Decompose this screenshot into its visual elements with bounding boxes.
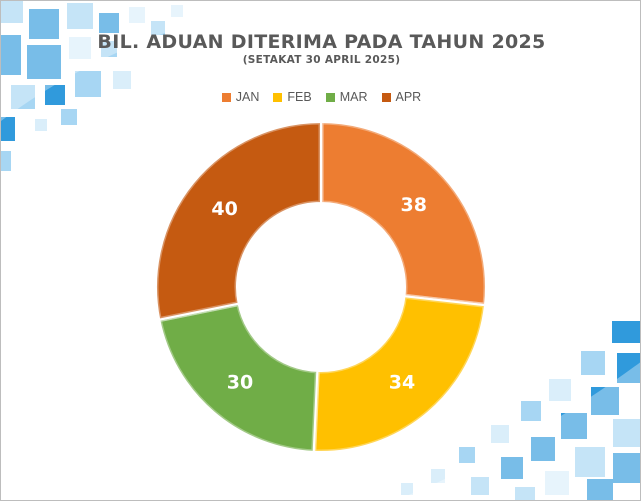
decor-square bbox=[67, 3, 93, 29]
slice-bevel bbox=[156, 300, 320, 455]
data-label-feb: 34 bbox=[389, 372, 415, 394]
decor-square bbox=[99, 13, 119, 33]
decor-square bbox=[531, 437, 555, 461]
decor-square bbox=[471, 477, 489, 495]
decor-square bbox=[613, 419, 640, 447]
slice-bevel bbox=[311, 293, 488, 455]
decor-square bbox=[521, 401, 541, 421]
legend-item-mar: MAR bbox=[325, 90, 368, 104]
chart-subtitle: (SETAKAT 30 APRIL 2025) bbox=[242, 54, 401, 66]
decor-square bbox=[61, 109, 77, 125]
decor-swoosh bbox=[396, 362, 640, 500]
decor-square bbox=[501, 457, 523, 479]
decor-square bbox=[45, 85, 65, 105]
data-label-jan: 38 bbox=[401, 194, 427, 216]
data-label-apr: 40 bbox=[211, 198, 237, 220]
decor-square bbox=[587, 479, 613, 500]
slice-bevel bbox=[153, 119, 324, 323]
decor-square bbox=[171, 5, 183, 17]
decor-square bbox=[581, 351, 605, 375]
slice-apr bbox=[155, 120, 322, 321]
decor-square bbox=[75, 71, 101, 97]
decor-square bbox=[561, 413, 587, 439]
legend-swatch bbox=[273, 92, 283, 102]
decor-square bbox=[101, 41, 117, 57]
decor-square bbox=[1, 35, 21, 75]
decor-square bbox=[69, 37, 91, 59]
decor-swoosh bbox=[1, 1, 261, 121]
decor-square bbox=[613, 453, 640, 483]
decor-square bbox=[401, 483, 413, 495]
decor-square bbox=[1, 151, 11, 171]
legend-item-feb: FEB bbox=[273, 90, 312, 104]
decor-square bbox=[29, 9, 59, 39]
decor-square bbox=[612, 321, 640, 343]
slice-feb bbox=[312, 295, 487, 453]
decor-square bbox=[35, 119, 47, 131]
decor-square bbox=[129, 7, 145, 23]
slice-jan bbox=[320, 120, 487, 307]
decor-square bbox=[431, 469, 445, 483]
legend-item-apr: APR bbox=[381, 90, 422, 104]
legend-item-jan: JAN bbox=[221, 90, 260, 104]
decor-square bbox=[1, 117, 15, 141]
decor-square bbox=[11, 85, 35, 109]
legend-swatch bbox=[325, 92, 335, 102]
decor-square bbox=[113, 71, 131, 89]
legend-swatch bbox=[381, 92, 391, 102]
legend-label: APR bbox=[395, 90, 422, 104]
decor-square bbox=[27, 45, 61, 79]
decor-square bbox=[575, 447, 605, 477]
decor-square bbox=[151, 21, 165, 35]
decor-square bbox=[459, 447, 475, 463]
legend-label: JAN bbox=[235, 90, 260, 104]
decor-square bbox=[591, 387, 619, 415]
decor-square bbox=[1, 1, 23, 23]
legend-swatch bbox=[221, 92, 231, 102]
slice-bevel bbox=[318, 119, 489, 308]
decor-square bbox=[545, 471, 569, 495]
legend-label: FEB bbox=[287, 90, 312, 104]
chart-title: BIL. ADUAN DITERIMA PADA TAHUN 2025 bbox=[97, 31, 546, 53]
decor-square bbox=[515, 487, 535, 500]
legend-label: MAR bbox=[339, 90, 368, 104]
chart-legend: JAN FEB MAR APR bbox=[1, 90, 640, 104]
data-label-mar: 30 bbox=[227, 372, 253, 394]
slice-mar bbox=[158, 302, 319, 453]
decor-square bbox=[549, 379, 571, 401]
decor-square bbox=[617, 353, 640, 383]
decor-square bbox=[491, 425, 509, 443]
